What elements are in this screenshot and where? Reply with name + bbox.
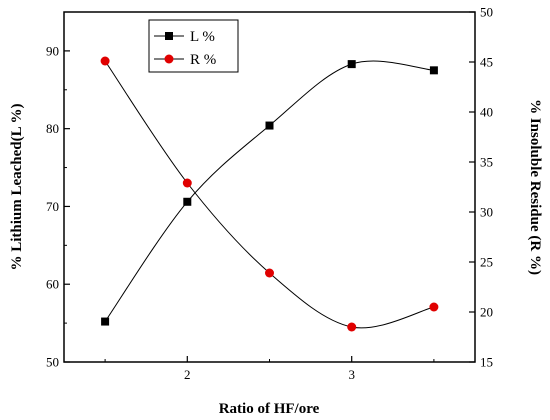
legend-label-l: L % (190, 29, 215, 45)
l-point (101, 317, 110, 326)
y-right-tick-label: 40 (480, 105, 493, 120)
y-right-axis-title: % Insoluble Residue (R %) (527, 99, 543, 275)
series-line-r (104, 60, 435, 329)
y-right-axis-ticks: 15 20 25 30 35 40 45 50 (469, 5, 493, 370)
series-markers (100, 56, 439, 332)
y-right-tick-label: 25 (480, 255, 493, 270)
x-tick-label: 3 (348, 367, 355, 382)
legend-box (148, 19, 239, 73)
l-point (347, 60, 356, 69)
y-right-tick-label: 45 (480, 55, 493, 70)
y-left-tick-label: 80 (46, 121, 59, 136)
y-right-tick-label: 35 (480, 155, 493, 170)
y-right-tick-label: 30 (480, 205, 493, 220)
legend-marker-r (164, 54, 174, 64)
y-left-tick-label: 50 (46, 355, 59, 370)
legend-marker-l (165, 32, 173, 40)
r-point (100, 56, 110, 66)
l-point (265, 121, 274, 130)
r-point (429, 302, 439, 312)
y-right-tick-label: 15 (480, 355, 493, 370)
plot-frame (63, 11, 476, 363)
y-left-tick-label: 90 (46, 43, 59, 58)
y-left-axis-ticks: 50 60 70 80 90 (46, 43, 70, 370)
y-left-tick-label: 70 (46, 199, 59, 214)
x-axis-title: Ratio of HF/ore (219, 401, 320, 417)
l-point (429, 66, 438, 75)
series-lines (104, 60, 435, 329)
r-point (265, 268, 274, 278)
y-right-tick-label: 50 (480, 5, 493, 20)
r-point (347, 322, 357, 332)
legend-label-r: R % (190, 52, 216, 68)
l-point (183, 197, 192, 206)
y-left-axis-title: % Lithium Leached(L %) (9, 103, 25, 270)
x-tick-label: 2 (184, 367, 191, 382)
legend: L % R % (148, 19, 239, 73)
r-point (182, 178, 192, 188)
y-left-tick-label: 60 (46, 277, 59, 292)
y-right-tick-label: 20 (480, 305, 493, 320)
series-line-l (104, 60, 434, 322)
